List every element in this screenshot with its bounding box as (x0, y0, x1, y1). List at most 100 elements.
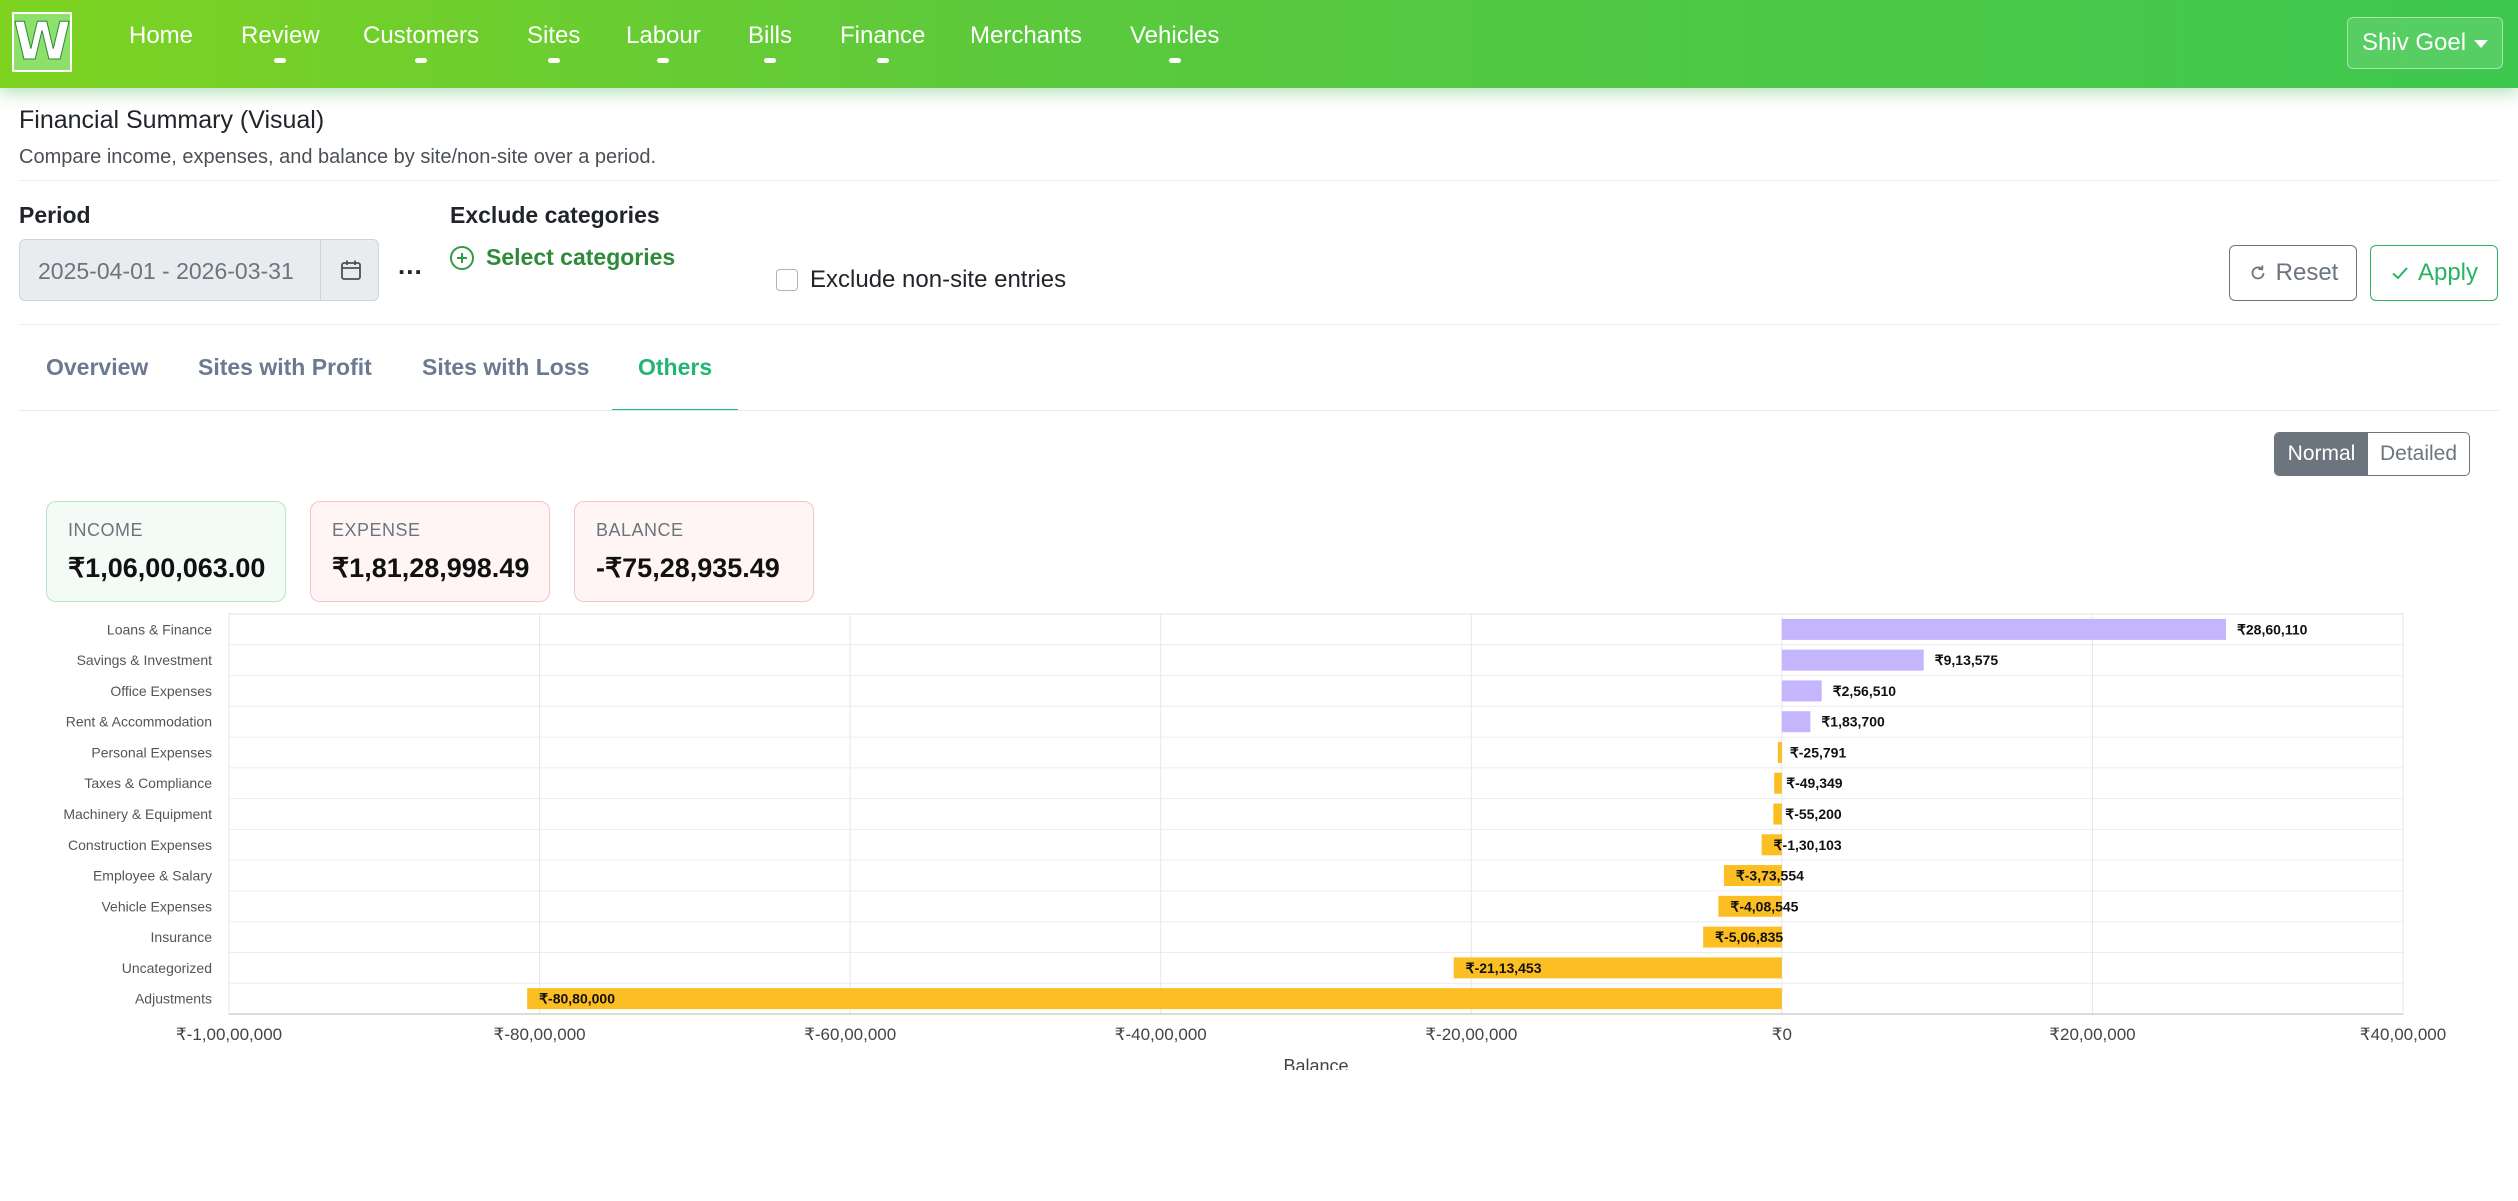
value-label: ₹-3,73,554 (1736, 868, 1804, 884)
page-title: Financial Summary (Visual) (19, 106, 325, 134)
dropdown-indicator-icon (415, 58, 428, 63)
apply-button[interactable]: Apply (2370, 245, 2498, 301)
category-label: Adjustments (135, 991, 212, 1007)
calendar-icon (340, 260, 361, 280)
value-label: ₹2,56,510 (1833, 683, 1897, 699)
income-value: ₹1,06,00,063.00 (68, 553, 266, 583)
nav-home[interactable]: Home (129, 22, 194, 49)
bar (1723, 865, 1782, 887)
value-label: ₹-49,349 (1786, 775, 1843, 791)
tabs-divider (19, 410, 2499, 411)
income-label: INCOME (68, 520, 143, 540)
bar (1718, 895, 1782, 917)
income-card: INCOME ₹1,06,00,063.00 (46, 501, 286, 602)
category-label: Employee & Salary (93, 868, 212, 884)
category-label: Personal Expenses (91, 744, 212, 760)
bar (1453, 957, 1782, 979)
bar (1777, 741, 1782, 763)
value-label: ₹-55,200 (1785, 806, 1842, 822)
period-input[interactable]: 2025-04-01 - 2026-03-31 (19, 239, 379, 301)
nav-sites[interactable]: Sites (527, 22, 580, 70)
value-label: ₹-25,791 (1790, 744, 1847, 760)
top-navbar: W Home Review Customers Sites Labour Bil… (0, 0, 2518, 88)
nav-bills[interactable]: Bills (748, 22, 792, 70)
bar (1781, 680, 1822, 702)
nav-vehicles[interactable]: Vehicles (1130, 22, 1219, 70)
exclude-nonsite-label[interactable]: Exclude non-site entries (810, 266, 1067, 293)
page-subtitle: Compare income, expenses, and balance by… (19, 146, 657, 168)
category-label: Vehicle Expenses (101, 898, 212, 914)
value-label: ₹1,83,700 (1821, 714, 1885, 730)
category-label: Insurance (151, 929, 213, 945)
dropdown-indicator-icon (1168, 58, 1181, 63)
x-tick-label: ₹-1,00,00,000 (176, 1025, 282, 1044)
value-label: ₹-4,08,545 (1730, 898, 1798, 914)
bar (1781, 711, 1811, 733)
plus-circle-icon (450, 245, 474, 270)
tab-sites-with-loss[interactable]: Sites with Loss (422, 354, 590, 380)
user-menu-button[interactable]: Shiv Goel (2347, 17, 2503, 69)
value-label: ₹-21,13,453 (1466, 960, 1542, 976)
balance-bar-chart: ₹-1,00,00,000 ₹-80,00,000 ₹-60,00,000 ₹-40,… (63, 613, 2446, 1070)
category-label: Office Expenses (110, 683, 212, 699)
category-label: Construction Expenses (68, 837, 212, 853)
category-label: Machinery & Equipment (63, 806, 212, 822)
x-axis-title: Balance (1283, 1056, 1348, 1070)
period-value: 2025-04-01 - 2026-03-31 (38, 258, 294, 284)
tab-overview[interactable]: Overview (46, 354, 149, 380)
exclude-categories-label: Exclude categories (450, 202, 660, 228)
expense-value: ₹1,81,28,998.49 (332, 553, 530, 583)
bar (1703, 926, 1782, 948)
balance-value: -₹75,28,935.49 (596, 553, 780, 583)
bar (1774, 772, 1782, 794)
dropdown-indicator-icon (274, 58, 287, 63)
value-label: ₹-5,06,835 (1715, 929, 1783, 945)
x-tick-label: ₹-20,00,000 (1425, 1025, 1517, 1044)
x-tick-label: ₹-80,00,000 (494, 1025, 586, 1044)
balance-label: BALANCE (596, 520, 684, 540)
exclude-nonsite-checkbox[interactable] (776, 269, 798, 291)
category-label: Rent & Accommodation (66, 714, 212, 730)
category-label: Uncategorized (122, 960, 212, 976)
category-label: Loans & Finance (107, 621, 212, 637)
nav-customers[interactable]: Customers (363, 22, 479, 70)
x-tick-label: ₹0 (1772, 1025, 1792, 1044)
bar (1781, 649, 1924, 671)
reset-button[interactable]: Reset (2229, 245, 2357, 301)
select-categories-button[interactable]: Select categories (450, 244, 675, 271)
balance-card: BALANCE -₹75,28,935.49 (574, 501, 814, 602)
plot-area (228, 613, 2404, 1015)
expense-label: EXPENSE (332, 520, 421, 540)
nav-labour[interactable]: Labour (626, 22, 701, 70)
x-tick-label: ₹-40,00,000 (1115, 1025, 1207, 1044)
tab-others[interactable]: Others (638, 354, 713, 380)
nav-finance[interactable]: Finance (840, 22, 925, 70)
calendar-button[interactable] (320, 239, 380, 301)
dropdown-indicator-icon (764, 58, 776, 63)
bar (527, 988, 1782, 1010)
nav-merchants[interactable]: Merchants (970, 22, 1083, 49)
value-label: ₹28,60,110 (2237, 621, 2308, 637)
refresh-icon (2251, 265, 2265, 280)
detailed-view-button[interactable]: Detailed (2379, 442, 2458, 465)
value-label: ₹-80,80,000 (539, 991, 615, 1007)
dropdown-indicator-icon (876, 58, 889, 63)
nav-review[interactable]: Review (241, 22, 320, 70)
dropdown-indicator-icon (547, 58, 560, 63)
divider (19, 324, 2499, 325)
view-toggle: Normal Detailed (2274, 432, 2470, 476)
category-label: Taxes & Compliance (84, 775, 212, 791)
expense-card: EXPENSE ₹1,81,28,998.49 (310, 501, 550, 602)
period-label: Period (19, 202, 91, 228)
normal-view-button[interactable]: Normal (2275, 433, 2369, 475)
divider (19, 180, 2499, 181)
caret-down-icon (2474, 40, 2488, 48)
dropdown-indicator-icon (657, 58, 670, 63)
app-logo[interactable]: W (12, 12, 72, 72)
x-tick-label: ₹20,00,000 (2049, 1025, 2135, 1044)
tab-sites-with-profit[interactable]: Sites with Profit (198, 354, 372, 380)
more-options-button[interactable]: ... (398, 250, 423, 280)
bar (1781, 618, 2226, 640)
x-tick-label: ₹40,00,000 (2360, 1025, 2446, 1044)
value-label: ₹-1,30,103 (1774, 837, 1842, 853)
